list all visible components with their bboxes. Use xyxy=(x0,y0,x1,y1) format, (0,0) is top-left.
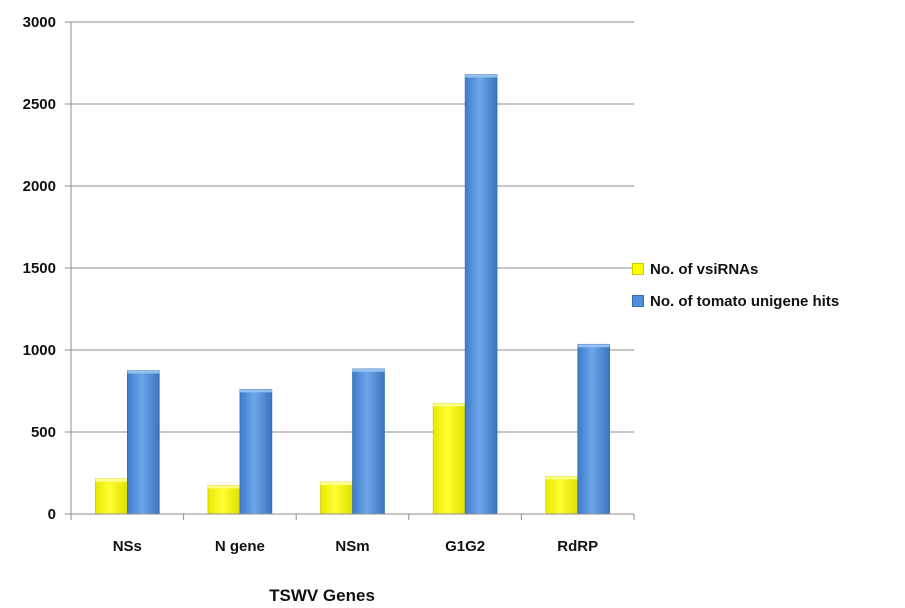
bar-unigene-hits xyxy=(577,343,611,515)
legend: No. of vsiRNAs No. of tomato unigene hit… xyxy=(632,258,839,322)
x-axis-title: TSWV Genes xyxy=(269,586,375,605)
y-tick-label: 0 xyxy=(48,506,56,523)
legend-swatch-vsirnas xyxy=(632,263,644,275)
x-tick-label: N gene xyxy=(215,538,265,555)
x-tick-label: NSs xyxy=(113,538,142,555)
bar-vsirnas xyxy=(320,481,353,515)
bar-top-highlight xyxy=(577,344,610,348)
bar-top-highlight xyxy=(352,368,385,372)
bar-vsirnas xyxy=(545,475,579,515)
bar-top-highlight xyxy=(95,478,128,482)
bar-top-highlight xyxy=(433,403,466,407)
bar-top-highlight xyxy=(239,389,272,393)
bar-top-highlight xyxy=(545,476,578,480)
bar-top-highlight xyxy=(320,482,353,486)
bar-vsirnas xyxy=(432,402,466,515)
bar-vsirnas xyxy=(207,484,241,515)
bar-unigene-hits xyxy=(239,389,273,515)
bars xyxy=(95,74,611,515)
bar-top-highlight xyxy=(207,485,240,489)
bar-top-highlight xyxy=(127,370,160,374)
y-tick-label: 1000 xyxy=(23,342,56,359)
bar-unigene-hits xyxy=(464,74,498,515)
x-tick-label: G1G2 xyxy=(445,538,485,555)
x-tick-label: NSm xyxy=(335,538,369,555)
bar-top-highlight xyxy=(465,74,498,78)
legend-item-vsirnas: No. of vsiRNAs xyxy=(632,258,839,280)
gridlines xyxy=(71,21,634,515)
legend-item-unigene-hits: No. of tomato unigene hits xyxy=(632,290,839,312)
y-tick-label: 2000 xyxy=(23,178,56,195)
y-tick-label: 2500 xyxy=(23,96,56,113)
axes: 0 500 1000 1500 2000 2500 3000 NSs N gene NSm G1G2… xyxy=(23,14,635,555)
bar-unigene-hits xyxy=(352,368,385,515)
legend-swatch-unigene-hits xyxy=(632,295,644,307)
legend-label-vsirnas: No. of vsiRNAs xyxy=(650,260,759,278)
bar-unigene-hits xyxy=(127,370,160,515)
x-tick-label: RdRP xyxy=(557,538,598,555)
y-tick-label: 1500 xyxy=(23,260,56,277)
legend-label-unigene-hits: No. of tomato unigene hits xyxy=(650,292,840,310)
y-tick-label: 3000 xyxy=(23,14,56,31)
y-tick-label: 500 xyxy=(31,424,56,441)
bar-vsirnas xyxy=(95,478,128,515)
